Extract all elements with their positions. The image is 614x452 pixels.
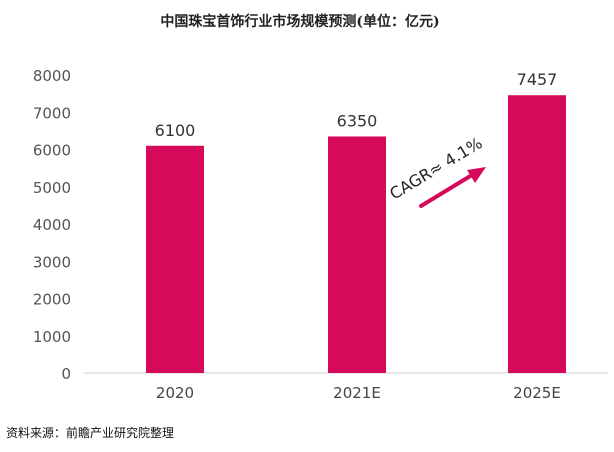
bar-value-label: 6350 (337, 111, 378, 130)
cagr-label: CAGR≈ 4.1% (386, 133, 485, 203)
bar-value-label: 7457 (517, 70, 558, 89)
cagr-annotation: CAGR≈ 4.1% (386, 133, 486, 208)
y-tick-label: 1000 (33, 328, 71, 346)
bars: 6100 6350 7457 (146, 70, 566, 374)
bar (328, 136, 386, 373)
cagr-arrow-shaft (419, 173, 474, 208)
x-tick-label: 2020 (156, 384, 194, 402)
y-axis: 0 1000 2000 3000 4000 5000 6000 7000 8000 (33, 67, 71, 383)
y-tick-label: 8000 (33, 67, 71, 85)
bar-value-label: 6100 (155, 121, 196, 140)
y-tick-label: 4000 (33, 216, 71, 234)
bar (146, 145, 204, 373)
y-tick-label: 5000 (33, 179, 71, 197)
y-tick-label: 6000 (33, 142, 71, 160)
chart-title: 中国珠宝首饰行业市场规模预测(单位：亿元) (160, 13, 439, 30)
source-note: 资料来源：前瞻产业研究院整理 (6, 426, 175, 440)
y-tick-label: 3000 (33, 253, 71, 271)
cagr-arrow-head (467, 167, 486, 183)
x-tick-label: 2021E (333, 384, 381, 402)
chart: 中国珠宝首饰行业市场规模预测(单位：亿元) 0 1000 2000 3000 4000 5… (33, 13, 608, 402)
y-tick-label: 7000 (33, 104, 71, 122)
x-axis: 2020 2021E 2025E (156, 384, 561, 402)
bar (508, 95, 566, 374)
y-tick-label: 0 (61, 365, 71, 383)
x-tick-label: 2025E (513, 384, 561, 402)
y-tick-label: 2000 (33, 291, 71, 309)
